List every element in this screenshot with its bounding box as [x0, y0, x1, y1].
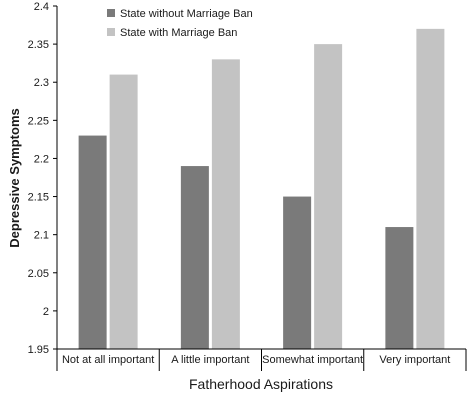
y-tick-label: 2.1: [34, 230, 49, 242]
legend: State without Marriage Ban State with Mar…: [107, 8, 253, 39]
x-axis-label: Fatherhood Aspirations: [189, 376, 333, 392]
bar: [283, 196, 312, 349]
bar: [180, 166, 209, 349]
y-tick-label: 2.2: [34, 153, 49, 165]
y-tick-label: 2.25: [28, 115, 49, 127]
y-tick-label: 2.05: [28, 268, 49, 280]
legend-label: State with Marriage Ban: [120, 27, 237, 39]
y-tick-label: 2.35: [28, 39, 49, 51]
legend-label: State without Marriage Ban: [120, 8, 253, 20]
y-tick-label: 2.3: [34, 77, 49, 89]
y-tick-label: 2: [43, 306, 49, 318]
x-tick-label: Very important: [379, 354, 450, 366]
y-axis-label: Depressive Symptoms: [7, 108, 22, 247]
x-tick-label: Somewhat important: [262, 354, 363, 366]
x-tick-label: A little important: [171, 354, 249, 366]
x-tick-label: Not at all important: [62, 354, 154, 366]
legend-swatch: [107, 9, 115, 17]
bar: [385, 227, 414, 349]
y-tick-label: 2.4: [34, 1, 49, 13]
x-ticks: Not at all important A little important So…: [56, 349, 467, 371]
bar: [78, 135, 107, 349]
y-ticks: 1.95 2 2.05 2.1 2.15 2.2 2.25 2.3 2.35 2.4: [28, 1, 57, 356]
bar: [211, 59, 240, 349]
legend-swatch: [107, 28, 115, 36]
bar: [314, 44, 343, 349]
bar: [416, 28, 445, 349]
y-tick-label: 2.15: [28, 192, 49, 204]
bar: [109, 74, 138, 349]
bars: [78, 28, 445, 349]
y-tick-label: 1.95: [28, 344, 49, 356]
